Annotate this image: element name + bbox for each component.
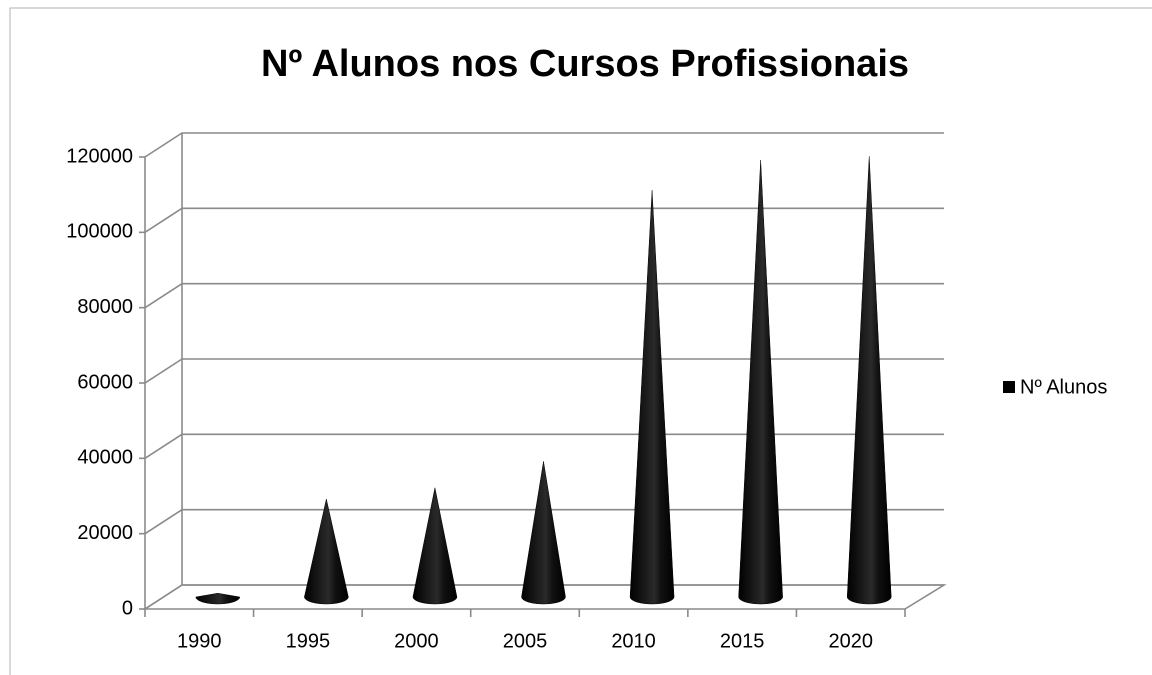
legend-label: Nº Alunos [1020,376,1107,398]
cone [412,487,458,605]
y-tick-label: 0 [122,597,133,619]
y-tick-label: 100000 [66,221,133,243]
cone [304,499,349,605]
y-tick-label: 80000 [77,296,133,318]
y-tick-label: 20000 [77,522,133,544]
x-tick-label: 1995 [286,630,331,652]
grid-line [144,358,944,384]
cone [738,160,783,605]
cone [195,592,241,605]
x-tick-label: 2020 [828,630,873,652]
legend-swatch [1003,381,1015,393]
cone [629,190,675,605]
x-tick-label: 2000 [394,630,439,652]
y-tick-label: 60000 [77,371,133,393]
chart-border [9,7,1152,675]
grid-line [144,207,944,234]
grid-line [144,282,944,309]
cone [846,156,892,605]
grid-line [144,132,944,158]
x-tick-label: 1990 [177,630,222,652]
y-tick-label: 40000 [77,447,133,469]
y-tick-label: 120000 [66,145,133,167]
grid-line [144,584,944,610]
chart-title: Nº Alunos nos Cursos Profissionais [261,43,909,85]
cone [521,461,566,605]
grid-line [144,433,944,460]
grid-line [144,508,944,535]
x-tick-label: 2015 [720,630,765,652]
x-tick-label: 2005 [503,630,548,652]
x-tick-label: 2010 [611,630,656,652]
